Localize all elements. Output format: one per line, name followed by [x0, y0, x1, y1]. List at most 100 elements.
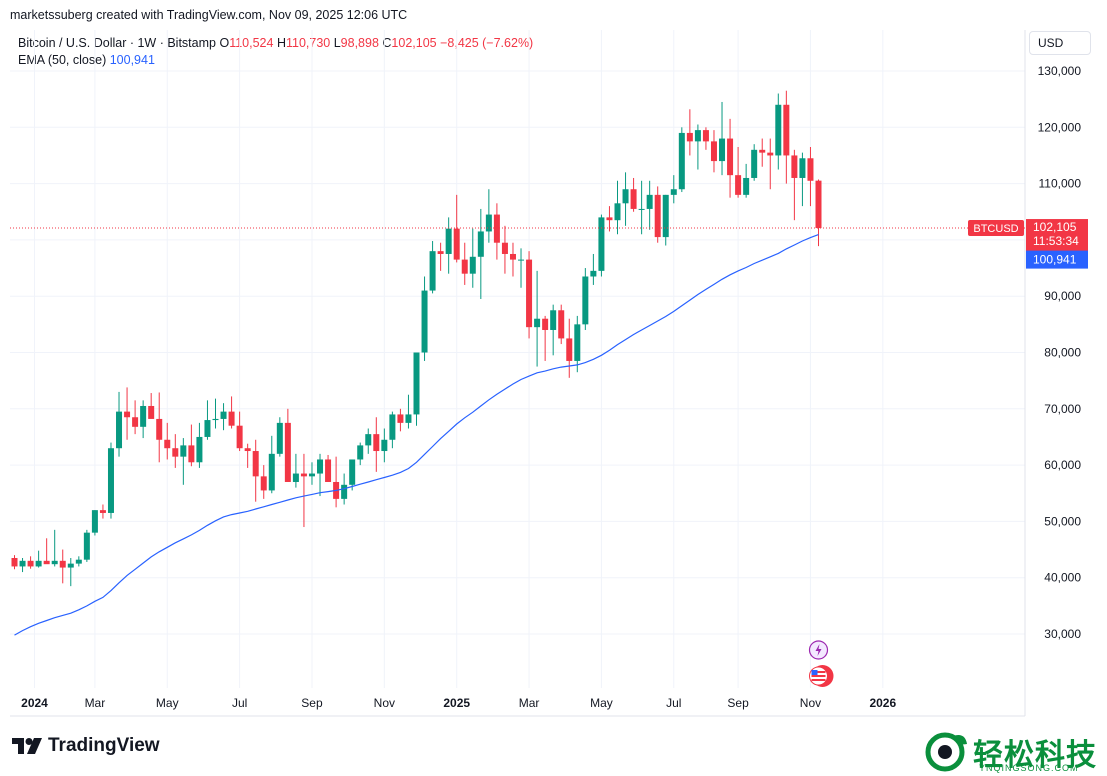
- candle: [35, 550, 42, 568]
- candle-body: [35, 560, 42, 567]
- x-tick-label: Jul: [232, 696, 247, 710]
- candle: [27, 556, 34, 569]
- ema-value: 100,941: [109, 53, 155, 67]
- candle-body: [228, 411, 235, 426]
- ema-label[interactable]: EMA (50, close): [18, 53, 107, 67]
- axes: 30,000 40,000 50,000 60,000 70,000 80,000 90,0…: [10, 30, 1082, 717]
- y-tick-label: 70,000: [1044, 402, 1081, 416]
- candle-body: [493, 214, 500, 243]
- candle-body: [365, 434, 372, 446]
- candle: [164, 422, 171, 460]
- candle-body: [196, 436, 203, 463]
- candle-body: [429, 251, 436, 291]
- candle-body: [300, 473, 307, 477]
- watermark-subtext: YNQINGSONG.COM: [979, 763, 1079, 773]
- candle: [783, 90, 790, 184]
- candle-body: [27, 560, 34, 567]
- candle: [389, 411, 396, 449]
- candle: [509, 242, 516, 277]
- candle-body: [276, 422, 283, 454]
- candle-body: [582, 276, 589, 325]
- tradingview-brand: TradingView: [48, 735, 160, 756]
- x-tick-label: May: [590, 696, 613, 710]
- candle: [132, 400, 139, 435]
- candle-body: [244, 448, 251, 452]
- candles: [11, 90, 822, 587]
- candle-body: [767, 152, 774, 156]
- candle: [11, 555, 18, 570]
- candle: [550, 304, 557, 356]
- candle-body: [445, 228, 452, 254]
- candle: [493, 203, 500, 260]
- ema-price-label: 100,941: [1033, 253, 1077, 267]
- candle-body: [83, 532, 90, 560]
- close-value: 102,105: [391, 36, 437, 50]
- candle-body: [325, 459, 332, 482]
- low-value: 98,898: [340, 36, 379, 50]
- candle: [284, 408, 291, 482]
- watermark: 轻松科技 YNQINGSONG.COM: [923, 728, 1107, 776]
- candle-body: [542, 318, 549, 330]
- candle-body: [799, 158, 806, 178]
- candle: [67, 557, 74, 587]
- candle-body: [59, 560, 66, 568]
- candle: [775, 93, 782, 170]
- symbol-title[interactable]: Bitcoin / U.S. Dollar · 1W · Bitstamp: [18, 36, 216, 50]
- candle: [172, 434, 179, 468]
- candle-body: [509, 253, 516, 260]
- candle: [373, 417, 380, 472]
- candle-body: [646, 194, 653, 209]
- candle-body: [284, 422, 291, 482]
- low-label: L: [333, 36, 341, 50]
- candle-body: [381, 439, 388, 452]
- candle: [124, 387, 131, 440]
- candle: [75, 556, 82, 567]
- candle-body: [558, 310, 565, 339]
- candle: [260, 465, 267, 499]
- candle-body: [590, 270, 597, 277]
- candle: [678, 127, 685, 193]
- x-tick-label: 2025: [443, 696, 470, 710]
- candle: [300, 453, 307, 528]
- x-tick-label: Sep: [727, 696, 749, 710]
- candle: [727, 118, 734, 198]
- candle: [51, 529, 58, 567]
- y-tick-label: 120,000: [1038, 120, 1082, 134]
- currency-button[interactable]: USD: [1029, 31, 1091, 55]
- x-tick-label: Nov: [374, 696, 395, 710]
- change-value: −8,425 (−7.62%): [440, 36, 534, 50]
- event-icons: [808, 640, 834, 687]
- candle: [228, 396, 235, 429]
- candle: [590, 253, 597, 285]
- candle: [614, 180, 621, 235]
- candle: [799, 152, 806, 207]
- candle-body: [807, 158, 814, 181]
- candle-body: [501, 242, 508, 254]
- candle-body: [188, 445, 195, 463]
- candle: [445, 217, 452, 274]
- candle-body: [518, 259, 525, 261]
- tradingview-logo[interactable]: TradingView: [12, 735, 160, 757]
- candle-body: [341, 484, 348, 499]
- ema-legend-row: EMA (50, close) 100,941: [18, 52, 533, 69]
- candle: [461, 242, 468, 285]
- candle-body: [99, 510, 106, 513]
- candle: [477, 208, 484, 300]
- candle: [276, 417, 283, 457]
- candle-body: [710, 141, 717, 162]
- candle-body: [678, 132, 685, 190]
- high-label: H: [276, 36, 286, 50]
- candle-body: [116, 411, 123, 449]
- candle-body: [140, 405, 147, 427]
- candle-body: [727, 138, 734, 176]
- candle-body: [413, 352, 420, 415]
- candle-body: [91, 510, 98, 533]
- candle-body: [598, 217, 605, 271]
- candle-body: [702, 130, 709, 142]
- tradingview-logo-icon: [12, 738, 42, 754]
- last-price-label: 102,105: [1033, 220, 1077, 234]
- candle: [413, 352, 420, 426]
- candle-body: [19, 560, 26, 567]
